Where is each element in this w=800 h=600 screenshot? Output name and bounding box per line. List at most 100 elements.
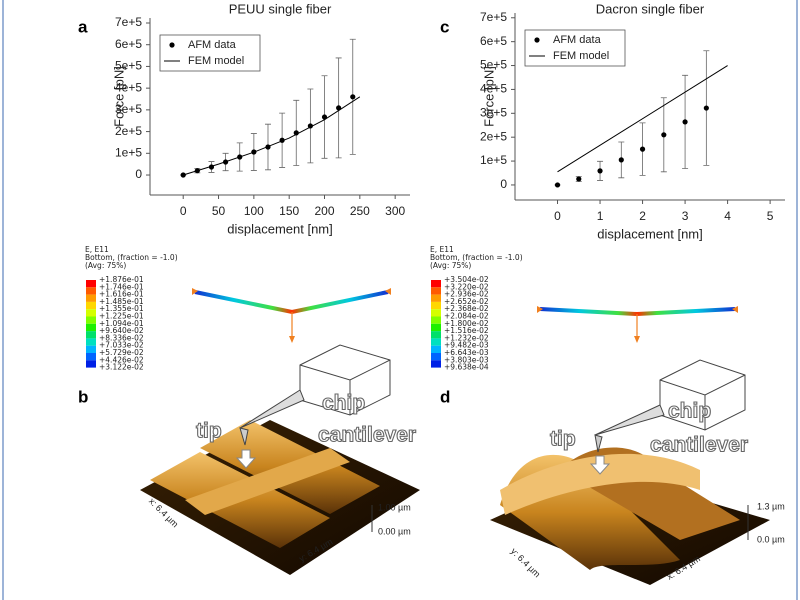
fem-color-band [86, 316, 96, 324]
fem-color-band [86, 294, 96, 302]
fem-legend-value: +1.232e-02 [444, 333, 489, 342]
x-tick-label: 300 [385, 204, 405, 218]
y-tick-label: 7e+5 [115, 15, 142, 29]
fem-legend-value: +7.033e-02 [99, 341, 144, 350]
x-tick-label: 1 [597, 209, 604, 223]
panel-label: b [78, 387, 88, 406]
y-tick-label: 6e+5 [115, 37, 142, 51]
y-tick-label: 3e+5 [480, 105, 507, 119]
fem-color-band [431, 353, 441, 361]
data-point [180, 172, 186, 178]
y-tick-label: 0 [135, 167, 142, 181]
afm-fiber [185, 448, 350, 515]
chart-title: PEUU single fiber [229, 1, 332, 16]
data-point [554, 182, 561, 188]
afm-label: chip [322, 392, 365, 415]
fem-legend-value: +3.803e-03 [444, 355, 489, 364]
fem-beam [194, 290, 389, 315]
x-tick-label: 200 [314, 204, 334, 218]
y-tick-label: 5e+5 [480, 58, 507, 72]
fem-color-band [431, 338, 441, 346]
y-tick-label: 0 [500, 177, 507, 191]
fem-legend-value: +1.485e-01 [99, 297, 144, 306]
fem-color-band [431, 287, 441, 295]
legend-label: FEM model [553, 50, 609, 62]
fem-legend-title: Bottom, (fraction = -1.0) [430, 253, 523, 262]
afm-label: tip [550, 428, 576, 451]
fem-color-band [431, 345, 441, 353]
afm-fiber [500, 453, 700, 515]
fem-legend-value: +1.516e-02 [444, 326, 489, 335]
afm-tip [239, 427, 249, 446]
fem-legend-value: +1.746e-01 [99, 282, 144, 291]
legend-label: FEM model [188, 55, 244, 67]
fem-legend-value: +1.800e-02 [444, 319, 489, 328]
fem-color-band [86, 360, 96, 368]
y-tick-label: 6e+5 [480, 34, 507, 48]
fem-legend-title: Bottom, (fraction = -1.0) [85, 253, 178, 262]
legend-label: AFM data [188, 39, 237, 51]
y-tick-label: 1e+5 [480, 153, 507, 167]
z-scale-label: 1.3 µm [757, 501, 785, 511]
z-scale-label: 1.00 µm [378, 502, 411, 512]
x-axis-label: displacement [nm] [597, 226, 703, 241]
legend-marker [169, 42, 175, 48]
afm-cantilever [239, 389, 305, 429]
y-tick-label: 4e+5 [115, 80, 142, 94]
y-tick-label: 3e+5 [115, 102, 142, 116]
y-tick-label: 7e+5 [480, 10, 507, 24]
fem-color-band [431, 280, 441, 288]
fem-legend-title: (Avg: 75%) [430, 261, 471, 270]
fem-legend-value: +3.122e-02 [99, 363, 144, 372]
fem-legend-value: +2.936e-02 [444, 290, 489, 299]
fem-legend-value: +1.225e-01 [99, 312, 144, 321]
afm-chip-edge [299, 359, 391, 415]
data-point [576, 176, 582, 182]
data-point [618, 157, 624, 163]
afm-cantilever [594, 404, 665, 436]
z-scale-label: 0.00 µm [378, 526, 411, 536]
fem-legend-title: (Avg: 75%) [85, 261, 126, 270]
fem-color-band [431, 360, 441, 368]
x-tick-label: 3 [682, 209, 689, 223]
load-arrow-head [289, 336, 295, 343]
fem-legend-value: +1.094e-01 [99, 319, 144, 328]
fem-color-band [431, 301, 441, 310]
fem-color-band [86, 280, 96, 288]
load-arrow-head [634, 336, 640, 343]
fem-color-band [431, 316, 441, 324]
data-point [661, 132, 667, 138]
afm-label: cantilever [318, 424, 416, 447]
x-tick-label: 4 [724, 209, 731, 223]
fem-legend-value: +2.368e-02 [444, 304, 489, 313]
fem-legend-value: +9.638e-04 [444, 363, 489, 372]
fem-color-band [86, 309, 96, 317]
data-point [597, 168, 603, 174]
fem-color-band [431, 323, 441, 332]
legend-box [159, 34, 261, 72]
y-tick-label: 2e+5 [115, 124, 142, 138]
data-point [682, 119, 688, 125]
x-axis-label: displacement [nm] [227, 221, 333, 236]
fem-legend-value: +1.355e-01 [99, 304, 144, 313]
x-tick-label: 150 [279, 204, 299, 218]
z-scale-label: 0.0 µm [757, 534, 785, 544]
y-tick-label: 2e+5 [480, 129, 507, 143]
afm-label: chip [668, 400, 711, 423]
fem-legend-value: +8.336e-02 [99, 333, 144, 342]
fem-color-band [86, 338, 96, 346]
legend-label: AFM data [553, 34, 602, 46]
fem-legend-value: +9.640e-02 [99, 326, 144, 335]
y-tick-label: 1e+5 [115, 145, 142, 159]
fem-color-band [86, 287, 96, 295]
support [192, 288, 391, 295]
fem-color-band [431, 309, 441, 317]
panel-label: c [440, 17, 449, 36]
fem-color-band [86, 323, 96, 332]
chart-title: Dacron single fiber [596, 1, 705, 16]
panel-label: a [78, 17, 88, 36]
load-arrow [235, 449, 257, 469]
axis-label: y: 6.4 µm [509, 546, 542, 579]
x-tick-label: 5 [767, 209, 774, 223]
x-tick-label: 0 [554, 209, 561, 223]
